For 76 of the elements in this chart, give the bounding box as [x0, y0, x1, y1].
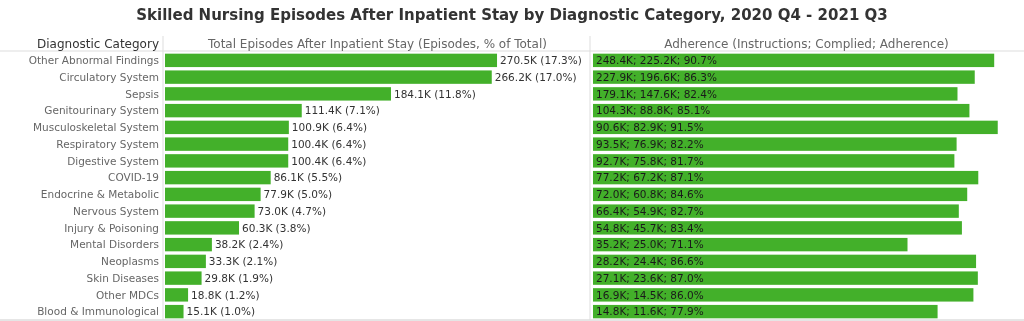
data-label: 28.2K; 24.4K; 86.6% [596, 255, 704, 268]
bar [165, 304, 184, 319]
data-label: 90.6K; 82.9K; 91.5% [596, 121, 704, 134]
data-label: 93.5K; 76.9K; 82.2% [596, 137, 704, 150]
y-tick-label: Sepsis [125, 87, 159, 100]
data-label: 270.5K (17.3%) [500, 54, 582, 67]
bar [165, 271, 202, 285]
y-tick-label: Musculoskeletal System [33, 121, 159, 134]
data-label: 14.8K; 11.6K; 77.9% [596, 305, 704, 318]
bar [165, 53, 498, 68]
y-tick-label: Other MDCs [95, 288, 159, 301]
bar [165, 221, 240, 235]
y-tick-label: COVID-19 [108, 171, 159, 184]
y-axis-title: Diagnostic Category [36, 37, 159, 52]
data-label: 27.1K; 23.6K; 87.0% [596, 271, 704, 284]
data-label: 266.2K (17.0%) [494, 70, 577, 83]
bar [165, 204, 255, 218]
y-tick-label: Injury & Poisoning [64, 221, 159, 234]
data-label: 33.3K (2.1%) [208, 255, 278, 268]
bar [593, 221, 962, 235]
y-tick-label: Nervous System [73, 204, 159, 217]
data-label: 248.4K; 225.2K; 90.7% [596, 54, 718, 67]
data-label: 38.2K (2.4%) [214, 238, 284, 251]
data-label: 184.1K (11.8%) [393, 87, 476, 100]
data-label: 77.9K (5.0%) [263, 188, 333, 201]
bar [165, 288, 189, 302]
bar [165, 187, 261, 202]
data-label: 54.8K; 45.7K; 83.4% [596, 221, 704, 234]
data-label: 16.9K; 14.5K; 86.0% [596, 288, 704, 301]
bar [165, 254, 206, 269]
y-tick-label: Endocrine & Metabolic [40, 188, 160, 201]
y-tick-label: Genitourinary System [44, 104, 159, 117]
bar [593, 271, 978, 285]
data-label: 227.9K; 196.6K; 86.3% [596, 70, 718, 83]
y-tick-label: Neoplasms [101, 255, 159, 268]
data-label: 66.4K; 54.9K; 82.7% [596, 204, 704, 217]
data-label: 73.0K (4.7%) [257, 204, 327, 217]
bar [165, 87, 391, 101]
x-axis-title: Total Episodes After Inpatient Stay (Episodes, % of Total) [207, 37, 547, 52]
data-label: 179.1K; 147.6K; 82.4% [596, 87, 718, 100]
data-label: 77.2K; 67.2K; 87.1% [596, 171, 704, 184]
y-tick-label: Skin Diseases [86, 271, 159, 284]
bar [165, 170, 271, 185]
y-tick-label: Other Abnormal Findings [28, 54, 159, 67]
data-label: 35.2K; 25.0K; 71.1% [596, 238, 704, 251]
bar [593, 70, 975, 84]
bar [165, 70, 492, 84]
data-label: 29.8K (1.9%) [204, 271, 274, 284]
data-label: 111.4K (7.1%) [304, 104, 380, 117]
data-label: 92.7K; 75.8K; 81.7% [596, 154, 704, 167]
bar [593, 137, 957, 151]
bar [165, 137, 289, 151]
y-tick-label: Blood & Immunological [37, 305, 159, 318]
bar [593, 288, 974, 302]
bar [593, 87, 958, 101]
data-label: 100.9K (6.4%) [291, 121, 368, 134]
data-label: 104.3K; 88.8K; 85.1% [596, 104, 711, 117]
data-label: 100.4K (6.4%) [291, 154, 367, 167]
y-tick-label: Circulatory System [59, 70, 159, 83]
data-label: 72.0K; 60.8K; 84.6% [596, 188, 704, 201]
data-label: 86.1K (5.5%) [273, 171, 343, 184]
bar [165, 237, 212, 252]
y-tick-label: Mental Disorders [70, 238, 159, 251]
chart-title: Skilled Nursing Episodes After Inpatient Stay by Diagnostic Category, 2020 Q4 - 2021 Q3 [136, 6, 888, 24]
bar [165, 103, 302, 118]
data-label: 100.4K (6.4%) [291, 137, 367, 150]
data-label: 60.3K (3.8%) [242, 221, 311, 234]
bar [593, 154, 955, 168]
bar [165, 120, 289, 135]
y-tick-label: Digestive System [67, 154, 159, 167]
y-tick-label: Respiratory System [56, 137, 159, 150]
x-axis-title: Adherence (Instructions; Complied; Adherence) [664, 37, 949, 52]
data-label: 15.1K (1.0%) [186, 305, 256, 318]
bar [165, 154, 289, 168]
bar [593, 204, 959, 218]
data-label: 18.8K (1.2%) [191, 288, 260, 301]
